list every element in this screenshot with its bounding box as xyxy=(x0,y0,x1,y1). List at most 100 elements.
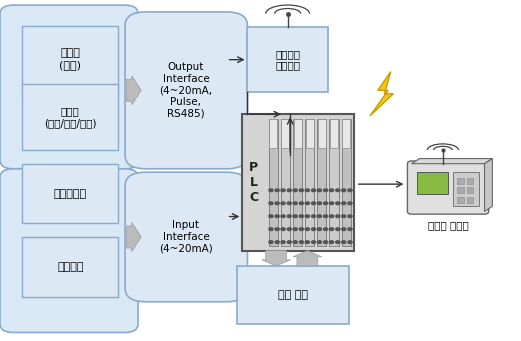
Bar xyxy=(342,119,351,246)
Circle shape xyxy=(324,189,328,192)
Bar xyxy=(22,26,118,92)
Circle shape xyxy=(342,228,346,231)
Text: 계측기
(유량/압력/온도): 계측기 (유량/압력/온도) xyxy=(44,106,96,128)
Circle shape xyxy=(300,215,304,218)
Circle shape xyxy=(348,241,352,243)
Circle shape xyxy=(324,215,328,218)
Circle shape xyxy=(281,215,285,218)
Bar xyxy=(342,119,350,148)
Bar xyxy=(281,119,290,246)
Bar xyxy=(247,27,328,92)
Circle shape xyxy=(287,241,291,243)
Circle shape xyxy=(305,228,309,231)
Circle shape xyxy=(305,241,309,243)
Text: 제어밸브: 제어밸브 xyxy=(57,262,83,272)
Circle shape xyxy=(329,215,333,218)
Circle shape xyxy=(324,202,328,205)
Circle shape xyxy=(342,202,346,205)
Circle shape xyxy=(312,241,316,243)
Bar xyxy=(457,197,464,203)
Circle shape xyxy=(342,241,346,243)
Bar xyxy=(330,119,338,148)
Bar xyxy=(453,172,479,206)
Circle shape xyxy=(336,215,340,218)
Bar xyxy=(305,119,314,246)
Polygon shape xyxy=(412,159,492,164)
FancyBboxPatch shape xyxy=(125,12,247,169)
Circle shape xyxy=(287,215,291,218)
Circle shape xyxy=(287,202,291,205)
Circle shape xyxy=(329,241,333,243)
Circle shape xyxy=(300,241,304,243)
Circle shape xyxy=(312,202,316,205)
Bar xyxy=(417,172,448,194)
Circle shape xyxy=(293,215,297,218)
Circle shape xyxy=(281,189,285,192)
Circle shape xyxy=(305,189,309,192)
Bar xyxy=(293,119,302,246)
Circle shape xyxy=(281,241,285,243)
Bar xyxy=(467,187,473,193)
Bar xyxy=(269,119,277,148)
Circle shape xyxy=(293,228,297,231)
Circle shape xyxy=(348,202,352,205)
FancyArrow shape xyxy=(127,223,141,252)
Bar xyxy=(22,164,118,223)
Circle shape xyxy=(269,202,273,205)
Bar xyxy=(467,197,473,203)
Circle shape xyxy=(269,215,273,218)
Circle shape xyxy=(342,189,346,192)
Bar xyxy=(329,119,339,246)
FancyArrow shape xyxy=(127,76,141,105)
Circle shape xyxy=(287,228,291,231)
Circle shape xyxy=(317,228,321,231)
Circle shape xyxy=(317,202,321,205)
Text: 무선계측
네트워크: 무선계측 네트워크 xyxy=(275,49,300,71)
Circle shape xyxy=(300,202,304,205)
FancyBboxPatch shape xyxy=(0,169,138,332)
FancyBboxPatch shape xyxy=(407,161,489,214)
Circle shape xyxy=(336,202,340,205)
Circle shape xyxy=(317,241,321,243)
Bar xyxy=(467,178,473,184)
Circle shape xyxy=(275,228,279,231)
Bar xyxy=(269,119,278,246)
Polygon shape xyxy=(485,159,492,211)
Bar xyxy=(22,84,118,150)
Circle shape xyxy=(300,228,304,231)
Bar xyxy=(294,119,302,148)
Circle shape xyxy=(293,189,297,192)
Circle shape xyxy=(293,202,297,205)
Circle shape xyxy=(329,189,333,192)
Bar xyxy=(457,178,464,184)
Bar xyxy=(317,119,326,246)
Bar xyxy=(22,237,118,297)
Circle shape xyxy=(281,202,285,205)
Circle shape xyxy=(317,215,321,218)
Circle shape xyxy=(348,215,352,218)
Circle shape xyxy=(281,228,285,231)
Bar xyxy=(237,266,349,324)
Circle shape xyxy=(348,228,352,231)
FancyArrow shape xyxy=(293,251,321,266)
Circle shape xyxy=(305,202,309,205)
Bar xyxy=(306,119,314,148)
Circle shape xyxy=(312,189,316,192)
FancyBboxPatch shape xyxy=(125,172,247,302)
Polygon shape xyxy=(370,72,393,116)
Circle shape xyxy=(317,189,321,192)
FancyArrow shape xyxy=(262,251,291,266)
FancyBboxPatch shape xyxy=(0,5,138,169)
Circle shape xyxy=(336,228,340,231)
Circle shape xyxy=(342,215,346,218)
Circle shape xyxy=(348,189,352,192)
Circle shape xyxy=(275,189,279,192)
Circle shape xyxy=(293,241,297,243)
Text: P
L
C: P L C xyxy=(249,161,258,204)
Circle shape xyxy=(329,202,333,205)
Bar xyxy=(457,187,464,193)
Circle shape xyxy=(324,228,328,231)
Bar xyxy=(242,114,354,251)
Text: Output
Interface
(4~20mA,
Pulse,
RS485): Output Interface (4~20mA, Pulse, RS485) xyxy=(159,62,213,119)
Circle shape xyxy=(269,241,273,243)
